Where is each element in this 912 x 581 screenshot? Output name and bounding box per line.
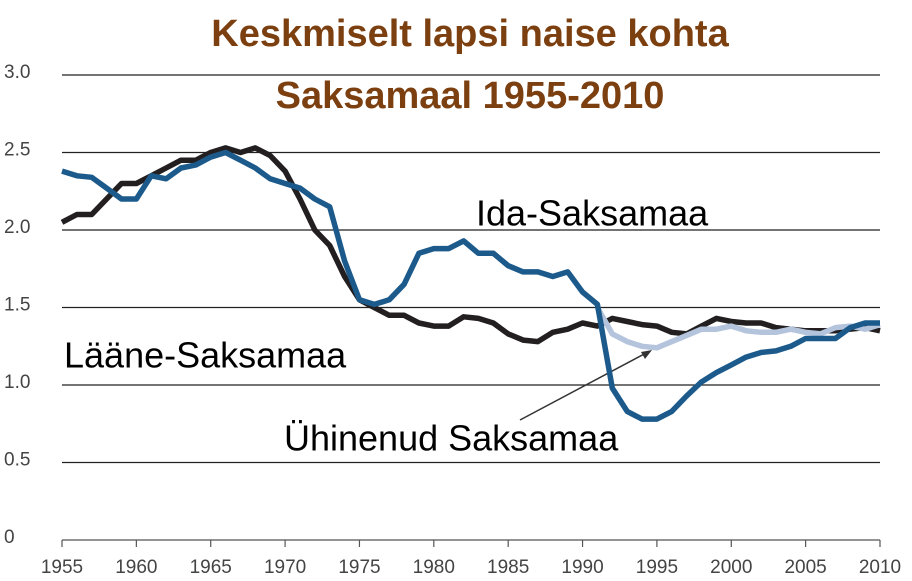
chart-title: Keskmiselt lapsi naise kohta	[211, 13, 729, 55]
series-label: Ida-Saksamaa	[476, 193, 709, 234]
x-tick-label: 1990	[561, 557, 603, 578]
y-tick-label: 2.5	[4, 140, 30, 161]
x-tick-label: 1955	[41, 557, 83, 578]
y-tick-label: 0.5	[4, 450, 30, 471]
x-tick-label: 1995	[636, 557, 678, 578]
x-tick-label: 1975	[338, 557, 380, 578]
annotation-arrow	[519, 351, 649, 421]
y-tick-label: 1.0	[4, 372, 30, 393]
y-tick-label: 2.0	[4, 217, 30, 238]
series-line	[61, 149, 880, 422]
chart-subtitle: Saksamaal 1955-2010	[276, 75, 665, 117]
x-tick-label: 1980	[413, 557, 455, 578]
x-tick-label: 1965	[190, 557, 232, 578]
arrow-head	[641, 350, 652, 359]
series-line	[60, 145, 881, 345]
series-line	[595, 306, 881, 351]
x-tick-label: 1960	[115, 557, 157, 578]
series-label: Lääne-Saksamaa	[64, 335, 347, 376]
y-tick-label: 1.5	[4, 295, 30, 316]
x-tick-label: 2010	[859, 557, 901, 578]
x-tick-label: 1970	[264, 557, 306, 578]
x-tick-label: 2000	[710, 557, 752, 578]
series-label: Ühinenud Saksamaa	[284, 418, 619, 459]
y-tick-label: 0	[4, 527, 15, 548]
x-tick-label: 1985	[487, 557, 529, 578]
x-tick-label: 2005	[784, 557, 826, 578]
y-tick-label: 3.0	[4, 62, 30, 83]
